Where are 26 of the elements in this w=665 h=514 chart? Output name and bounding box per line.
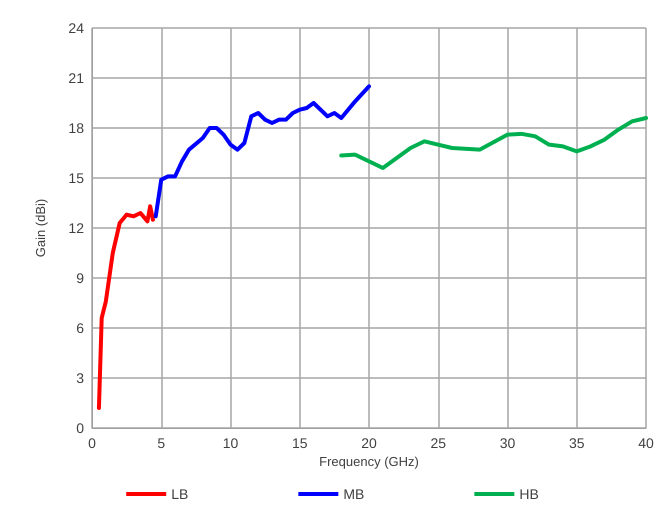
y-tick-label: 3 — [76, 370, 84, 386]
x-tick-label: 0 — [88, 435, 96, 451]
legend-label: MB — [343, 486, 364, 502]
legend-label: LB — [171, 486, 188, 502]
line-series — [154, 84, 371, 218]
y-tick-label: 0 — [76, 420, 84, 436]
x-tick-label: 25 — [430, 435, 446, 451]
x-tick-label: 15 — [292, 435, 308, 451]
y-tick-label: 24 — [68, 20, 84, 36]
legend-label: HB — [519, 486, 539, 502]
y-axis-title: Gain (dBi) — [33, 198, 48, 258]
y-tick-label: 12 — [68, 220, 84, 236]
y-tick-label: 15 — [68, 170, 84, 186]
x-tick-label: 20 — [361, 435, 377, 451]
y-tick-label: 6 — [76, 320, 84, 336]
y-tick-label: 18 — [68, 120, 84, 136]
x-tick-label: 30 — [500, 435, 516, 451]
line-series — [339, 116, 648, 170]
line-series — [96, 204, 155, 410]
x-tick-label: 10 — [222, 435, 238, 451]
x-tick-label: 5 — [157, 435, 166, 451]
y-tick-label: 21 — [68, 70, 84, 86]
x-axis-title: Frequency (GHz) — [319, 454, 419, 469]
x-tick-label: 35 — [568, 435, 585, 451]
y-tick-label: 9 — [76, 270, 84, 286]
x-tick-label: 40 — [638, 435, 654, 451]
